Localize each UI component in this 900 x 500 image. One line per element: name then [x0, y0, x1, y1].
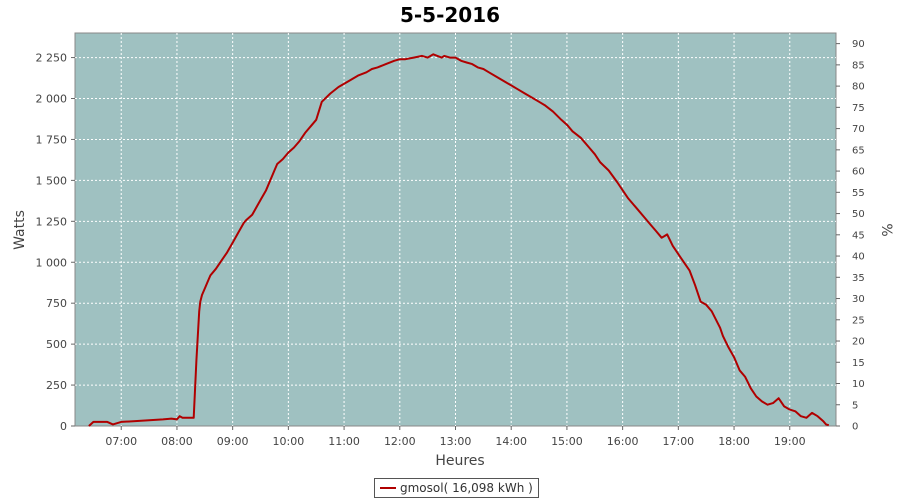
legend-swatch	[380, 487, 396, 489]
y-tick-label: 2 000	[36, 93, 68, 106]
y2-tick-label: 25	[852, 315, 865, 326]
y2-tick-label: 55	[852, 188, 865, 199]
y2-tick-label: 80	[852, 82, 865, 93]
y-tick-label: 2 250	[36, 52, 68, 65]
legend: gmosol( 16,098 kWh )	[374, 478, 539, 498]
x-tick-label: 13:00	[440, 435, 472, 448]
y-tick-label: 250	[46, 379, 67, 392]
y-tick-label: 0	[60, 420, 67, 433]
x-tick-label: 09:00	[217, 435, 249, 448]
y2-tick-label: 70	[852, 124, 865, 135]
chart-title: 5-5-2016	[400, 3, 500, 27]
x-tick-label: 07:00	[105, 435, 137, 448]
series-layer	[88, 53, 830, 427]
y2-tick-label: 35	[852, 273, 865, 284]
y2-tick-label: 75	[852, 103, 865, 114]
x-tick-label: 19:00	[774, 435, 806, 448]
y-tick-label: 1 750	[36, 133, 68, 146]
grid	[75, 33, 836, 426]
y2-axis-label: %	[878, 223, 894, 236]
y-tick-label: 1 000	[36, 256, 68, 269]
x-tick-label: 18:00	[718, 435, 750, 448]
y2-tick-label: 40	[852, 252, 865, 263]
y2-tick-label: 0	[852, 422, 858, 433]
x-axis: 07:00 08:00 09:00 10:00 11:00 12:00 13:00 14:00…	[105, 426, 806, 448]
y-tick-label: 1 250	[36, 215, 68, 228]
y-tick-label: 500	[46, 338, 67, 351]
x-tick-label: 10:00	[273, 435, 305, 448]
x-tick-label: 11:00	[328, 435, 360, 448]
y2-tick-label: 20	[852, 337, 865, 348]
x-tick-label: 12:00	[384, 435, 416, 448]
x-tick-label: 14:00	[495, 435, 527, 448]
series-line-0	[88, 53, 830, 427]
x-tick-label: 15:00	[551, 435, 583, 448]
x-tick-label: 08:00	[161, 435, 193, 448]
y2-tick-label: 85	[852, 60, 865, 71]
y-tick-label: 1 500	[36, 174, 68, 187]
y-axis-left: 0 250 500 750 1 000 1 250 1 500 1 750 2 000 2 250	[36, 52, 75, 433]
y2-tick-label: 10	[852, 379, 865, 390]
y2-tick-label: 30	[852, 294, 865, 305]
y2-tick-label: 50	[852, 209, 865, 220]
y2-tick-label: 65	[852, 145, 865, 156]
y2-tick-label: 60	[852, 167, 865, 178]
y-axis-label: Watts	[12, 210, 28, 250]
y-tick-label: 750	[46, 297, 67, 310]
x-tick-label: 16:00	[607, 435, 639, 448]
y2-tick-label: 90	[852, 39, 865, 50]
x-tick-label: 17:00	[662, 435, 694, 448]
y-axis-right: 0 5 10 15 20 25 30 35 40 45 50 55 60 65 70 75 80 85 90	[836, 39, 865, 433]
y2-tick-label: 15	[852, 358, 865, 369]
y2-tick-label: 45	[852, 230, 865, 241]
y2-tick-label: 5	[852, 400, 858, 411]
legend-entry: gmosol( 16,098 kWh )	[400, 481, 533, 495]
x-axis-label: Heures	[435, 453, 484, 469]
